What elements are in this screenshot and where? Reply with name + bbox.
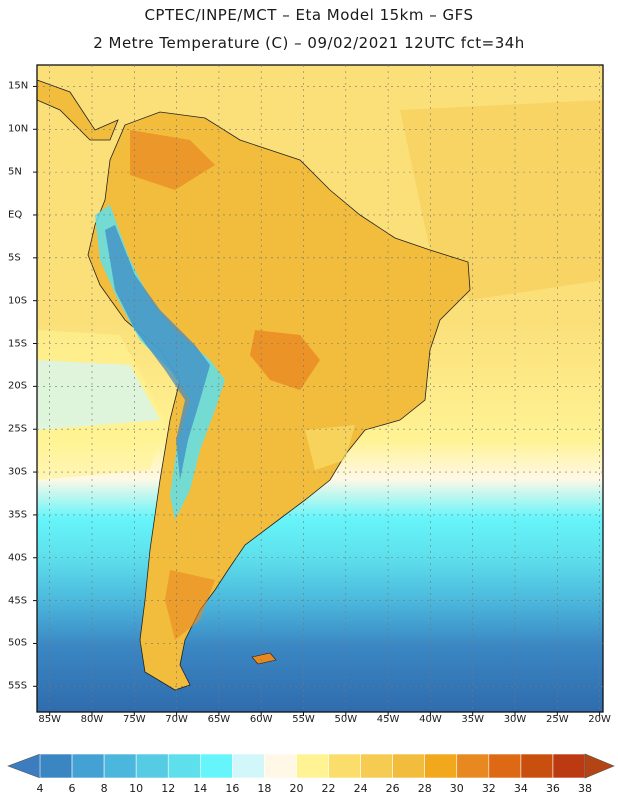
lat-label: 35S [8,509,28,521]
lat-label: 15S [8,338,28,349]
lon-label: 35W [461,714,485,725]
colorbar-low-arrow [7,753,41,779]
colorbar-label: 38 [578,782,592,795]
colorbar-segment [552,753,586,779]
colorbar-label: 26 [385,782,400,795]
colorbar-segment [392,753,426,779]
lon-label: 55W [292,714,315,725]
lon-label: 50W [334,714,358,725]
colorbar-segment [520,753,554,779]
lon-label: 25W [546,714,569,725]
colorbar-segment [328,753,361,779]
lat-label: 5N [8,166,22,178]
lat-label: 10S [8,295,28,307]
lon-label: 80W [80,714,104,725]
colorbar-label: 4 [36,782,44,795]
hot-spot-north [130,130,215,190]
lon-label: 20W [588,714,611,725]
colorbar-label: 18 [257,782,272,795]
colorbar-label: 10 [129,782,144,795]
tropical-warm-band [400,100,603,300]
lat-label: EQ [8,209,23,221]
colorbar-label: 36 [545,782,560,795]
lat-label: 45S [8,595,28,607]
lat-label: 15N [8,80,29,92]
colorbar-label: 32 [481,782,496,795]
hot-spot-patagonia [165,570,215,640]
lat-label: 25S [8,423,28,435]
colorbar-label: 22 [321,782,336,795]
lon-label: 75W [122,714,146,725]
lon-label: 45W [376,714,400,725]
colorbar-segment [264,753,297,779]
colorbar-label: 16 [225,782,240,795]
colorbar-label: 24 [353,782,368,795]
colorbar-segment [488,753,522,779]
lon-label: 60W [249,714,273,725]
colorbar-label: 20 [289,782,304,795]
lon-label: 85W [38,714,61,725]
lon-label: 65W [207,714,231,725]
colorbar-segment [103,753,137,779]
colorbar-segment [360,753,393,779]
pacific-cold-tongue [37,360,160,430]
map-subtitle: 2 Metre Temperature (C) – 09/02/2021 12U… [93,34,525,52]
lat-label: 20S [8,380,28,392]
colorbar-high-arrow [584,753,615,779]
colorbar-label: 12 [161,782,176,795]
map-frame [36,64,604,713]
colorbar-segment [135,753,169,779]
axis-ticks [33,85,601,716]
falkland-islands [251,652,277,665]
colorbar-segment [232,753,265,779]
south-brazil-mild [305,425,355,470]
lat-label: 10N [8,123,29,135]
lat-label: 40S [8,552,28,564]
temperature-map [33,64,604,716]
lon-label: 70W [165,714,188,725]
map-title: CPTEC/INPE/MCT – Eta Model 15km – GFS [144,6,474,24]
lat-label: 5S [8,252,21,264]
colorbar-label: 34 [513,782,528,795]
lon-label: 30W [503,714,527,725]
colorbar-segment [199,753,233,779]
colorbar [7,753,615,779]
colorbar-segment [296,753,329,779]
graticule [37,65,603,712]
colorbar-segment [456,753,490,779]
colorbar-segment [71,753,105,779]
colorbar-label: 14 [193,782,208,795]
lat-label: 30S [8,466,28,478]
lon-label: 40W [419,714,442,725]
andes-core [105,225,210,480]
central-america [36,79,119,141]
colorbar-label: 28 [417,782,432,795]
hot-spot-pantanal [250,330,320,390]
lat-label: 50S [8,637,28,649]
colorbar-segment [167,753,201,779]
colorbar-segment [424,753,458,779]
lat-label: 55S [8,680,28,692]
colorbar-segment [39,753,73,779]
colorbar-label: 8 [100,782,108,795]
colorbar-label: 6 [68,782,76,795]
colorbar-label: 30 [449,782,464,795]
